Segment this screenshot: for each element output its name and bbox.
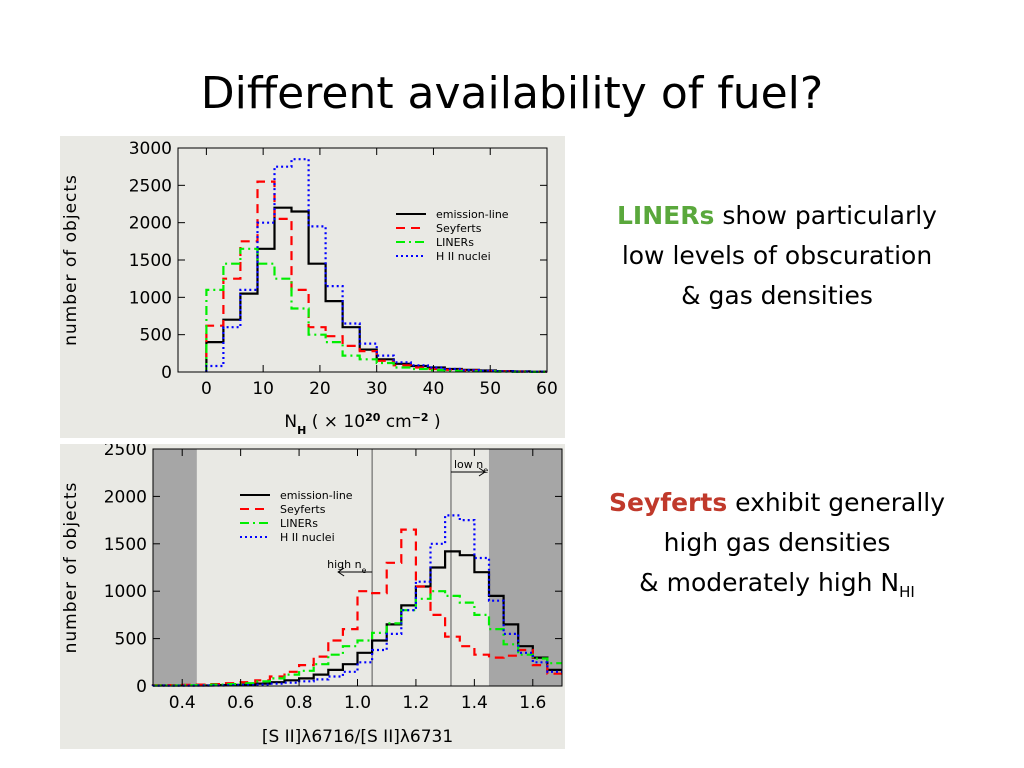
top-y-tick-label: 1500 [129, 251, 172, 271]
top-x-tick-label: 60 [536, 379, 558, 399]
top-y-tick-label: 1000 [129, 288, 172, 308]
top-x-axis-label: NH ( × 1020 cm−2 ) [284, 411, 440, 437]
seyferts-note-line2: high gas densities [663, 528, 891, 557]
top-y-tick-label: 2000 [129, 214, 172, 234]
bottom-x-tick-label: 0.6 [227, 693, 254, 713]
bottom-y-tick-label: 1000 [104, 582, 147, 602]
bottom-y-tick-label: 2000 [104, 487, 147, 507]
top-y-tick-label: 500 [140, 326, 172, 346]
seyferts-note-line1: exhibit generally [727, 488, 946, 517]
seyferts-keyword: Seyferts [608, 488, 728, 517]
top-legend-label: Seyferts [436, 222, 482, 235]
bottom-y-axis-label: number of objects [61, 482, 81, 654]
top-y-tick-label: 2500 [129, 176, 172, 196]
bottom-x-tick-label: 1.4 [461, 693, 488, 713]
top-x-tick-label: 10 [252, 379, 274, 399]
top-x-tick-label: 40 [423, 379, 445, 399]
slide-title: Different availability of fuel? [200, 68, 824, 119]
bottom-y-tick-label: 2500 [104, 444, 147, 460]
sii-ratio-histogram-svg: 0.4 0.6 0.8 1.0 1.2 1.4 1.6 0 500 1000 1500 2000 250… [61, 444, 563, 747]
top-x-tick-label: 50 [479, 379, 501, 399]
top-series-liners [205, 247, 547, 373]
nh-histogram-chart: 0 10 20 30 40 50 60 0 500 1000 1500 2000 2500 3000 num… [60, 136, 565, 438]
top-x-tick-label: 20 [309, 379, 331, 399]
bottom-x-axis-label: [S II]λ6716/[S II]λ6731 [262, 727, 453, 747]
bottom-series-seyferts [151, 528, 562, 687]
bottom-x-tick-label: 1.6 [519, 693, 546, 713]
sii-ratio-histogram-chart: 0.4 0.6 0.8 1.0 1.2 1.4 1.6 0 500 1000 1500 2000 250… [60, 444, 565, 749]
bottom-x-tick-label: 1.2 [402, 693, 429, 713]
top-x-tick-label: 0 [201, 379, 212, 399]
bottom-shaded-range-0 [153, 449, 197, 686]
bottom-series-h-ii-nuclei [151, 514, 562, 687]
bottom-annotation-left: high ne [327, 558, 366, 575]
top-series-emission-line [205, 206, 547, 373]
bottom-y-tick-label: 500 [115, 630, 147, 650]
bottom-y-tick-label: 0 [136, 677, 147, 697]
liners-note-line3: & gas densities [681, 281, 873, 310]
top-y-axis-label: number of objects [61, 174, 81, 346]
bottom-legend-label: LINERs [280, 517, 318, 530]
top-legend-label: LINERs [436, 236, 474, 249]
bottom-legend-label: emission-line [280, 489, 353, 502]
liners-note: LINERs show particularly low levels of o… [576, 196, 978, 316]
top-y-tick-label: 0 [161, 363, 172, 383]
top-legend-label: H II nuclei [436, 250, 491, 263]
liners-keyword: LINERs [617, 201, 715, 230]
bottom-annotation-arrowhead [337, 567, 345, 577]
bottom-x-tick-label: 0.8 [286, 693, 313, 713]
liners-note-line1: show particularly [714, 201, 937, 230]
top-plot-area [178, 148, 547, 372]
seyferts-note: Seyferts exhibit generally high gas dens… [576, 483, 978, 612]
top-legend-label: emission-line [436, 208, 509, 221]
seyferts-note-subscript: HI [899, 583, 915, 601]
top-x-tick-label: 30 [366, 379, 388, 399]
bottom-legend-label: Seyferts [280, 503, 326, 516]
bottom-series-liners [151, 590, 562, 687]
bottom-annotation-right: low ne [454, 458, 488, 475]
bottom-x-tick-label: 0.4 [169, 693, 196, 713]
bottom-legend-label: H II nuclei [280, 531, 335, 544]
bottom-y-tick-label: 1500 [104, 535, 147, 555]
bottom-annotation-arrowhead [478, 467, 486, 477]
top-y-tick-label: 3000 [129, 139, 172, 159]
bottom-x-tick-label: 1.0 [344, 693, 371, 713]
seyferts-note-line3: & moderately high N [639, 568, 900, 597]
liners-note-line2: low levels of obscuration [621, 241, 933, 270]
nh-histogram-svg: 0 10 20 30 40 50 60 0 500 1000 1500 2000 2500 3000 num… [61, 139, 558, 437]
